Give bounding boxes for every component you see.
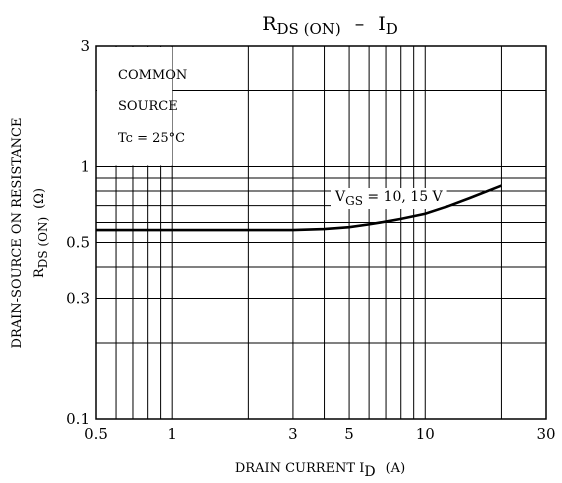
- annotation-line-3: Tc = 25°C: [118, 131, 185, 146]
- plot-border: [95, 45, 547, 420]
- x-tick-label: 30: [536, 425, 555, 443]
- annotation-line-2: SOURCE: [118, 99, 178, 114]
- title-main: R: [262, 13, 277, 35]
- series-label-main: V: [334, 189, 346, 205]
- series-label-vgs: VGS = 10, 15 V: [334, 189, 444, 208]
- y-axis-label-line-2-unit: (Ω): [32, 188, 47, 209]
- x-tick-label: 1: [167, 425, 177, 443]
- x-axis-label-main: DRAIN CURRENT I: [235, 461, 365, 476]
- y-tick-label: 0.1: [66, 410, 90, 428]
- x-tick-label: 5: [344, 425, 354, 443]
- chart-title: RDS (ON) – ID: [262, 13, 398, 38]
- title-main-sub: DS (ON): [277, 20, 341, 38]
- y-tick-labels: 0.1 0.3 0.5 1 3: [66, 37, 90, 428]
- y-tick-label: 3: [80, 37, 90, 55]
- grid-lines: [96, 46, 546, 419]
- x-axis-label-unit: (A): [386, 461, 406, 476]
- y-axis-label-2: RDS (ON) (Ω): [32, 188, 50, 278]
- x-tick-label: 0.5: [84, 425, 108, 443]
- y-tick-label: 0.3: [66, 290, 90, 308]
- title-var-sub: D: [386, 20, 398, 38]
- title-dash: –: [355, 13, 365, 35]
- annotation-box: [97, 47, 173, 166]
- x-tick-labels: 0.5 1 3 5 10 30: [84, 425, 555, 443]
- y-axis-label-line-1: DRAIN-SOURCE ON RESISTANCE: [10, 118, 25, 349]
- curve-label-background: [331, 188, 447, 209]
- series-label-rest: = 10, 15 V: [363, 189, 444, 205]
- y-tick-label: 0.5: [66, 233, 90, 251]
- y-axis-label: DRAIN-SOURCE ON RESISTANCE: [10, 118, 25, 349]
- y-tick-label: 1: [80, 157, 90, 175]
- series-line-vgs: [96, 184, 502, 232]
- x-axis-label: DRAIN CURRENT ID (A): [235, 461, 405, 480]
- x-tick-label: 3: [288, 425, 298, 443]
- x-axis-label-sub: D: [364, 464, 375, 480]
- y-axis-label-line-2-sub: DS (ON): [36, 217, 50, 268]
- y-axis-label-line-2-main: R: [32, 267, 47, 278]
- annotation-line-1: COMMON: [118, 68, 187, 83]
- series-label-sub: GS: [345, 194, 363, 208]
- x-tick-label: 10: [416, 425, 435, 443]
- title-var: I: [378, 13, 386, 35]
- y-axis-label-line-2: RDS (ON) (Ω): [32, 188, 50, 278]
